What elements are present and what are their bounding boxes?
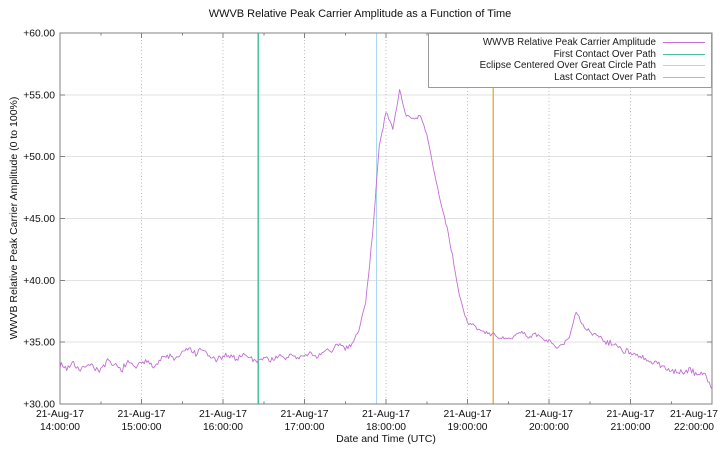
series-line-wwvb-amplitude [59,89,713,390]
legend-item-label: Last Contact Over Path [554,71,656,83]
x-tick-label-date: 21-Aug-17 [117,409,165,420]
x-tick-label-time: 14:00:00 [40,422,80,433]
x-tick-label-date: 21-Aug-17 [199,409,247,420]
legend-line-sample [663,53,705,55]
x-tick-label-date: 21-Aug-17 [670,409,718,420]
x-tick-label-date: 21-Aug-17 [36,409,84,420]
x-tick-label-date: 21-Aug-17 [362,409,410,420]
x-tick-label-time: 16:00:00 [203,422,243,433]
y-tick-label: +45.00 [23,214,55,225]
x-tick-label-time: 15:00:00 [121,422,161,433]
x-tick-label-time: 22:00:00 [674,422,714,433]
legend-item-eclipse-centered: Eclipse Centered Over Great Circle Path [435,60,705,72]
legend-item-first-contact: First Contact Over Path [435,49,705,61]
y-tick-label: +60.00 [23,29,55,40]
y-tick-label: +55.00 [23,90,55,101]
legend-item-wwvb-amplitude: WWVB Relative Peak Carrier Amplitude [435,37,705,49]
x-tick-label-date: 21-Aug-17 [280,409,328,420]
x-tick-label-time: 21:00:00 [610,422,650,433]
legend-line-sample [663,42,705,44]
chart-title: WWVB Relative Peak Carrier Amplitude as … [208,8,512,20]
legend: WWVB Relative Peak Carrier Amplitude Firs… [428,33,712,88]
x-tick-label-date: 21-Aug-17 [606,409,654,420]
y-tick-label: +35.00 [23,338,55,349]
x-tick-label-date: 21-Aug-17 [525,409,573,420]
x-tick-label-time: 20:00:00 [529,422,569,433]
x-tick-label-time: 18:00:00 [366,422,406,433]
legend-item-label: WWVB Relative Peak Carrier Amplitude [482,37,656,49]
legend-line-sample [663,76,705,78]
x-axis-label: Date and Time (UTC) [336,433,436,445]
legend-item-label: Eclipse Centered Over Great Circle Path [479,60,656,72]
y-tick-label: +30.00 [23,400,55,411]
legend-item-last-contact: Last Contact Over Path [435,72,705,84]
y-tick-label: +50.00 [23,152,55,163]
x-tick-label-time: 19:00:00 [447,422,487,433]
legend-line-sample [663,65,705,67]
x-tick-label-date: 21-Aug-17 [443,409,491,420]
x-tick-label-time: 17:00:00 [284,422,324,433]
legend-item-label: First Contact Over Path [553,48,656,60]
y-tick-label: +40.00 [23,276,55,287]
